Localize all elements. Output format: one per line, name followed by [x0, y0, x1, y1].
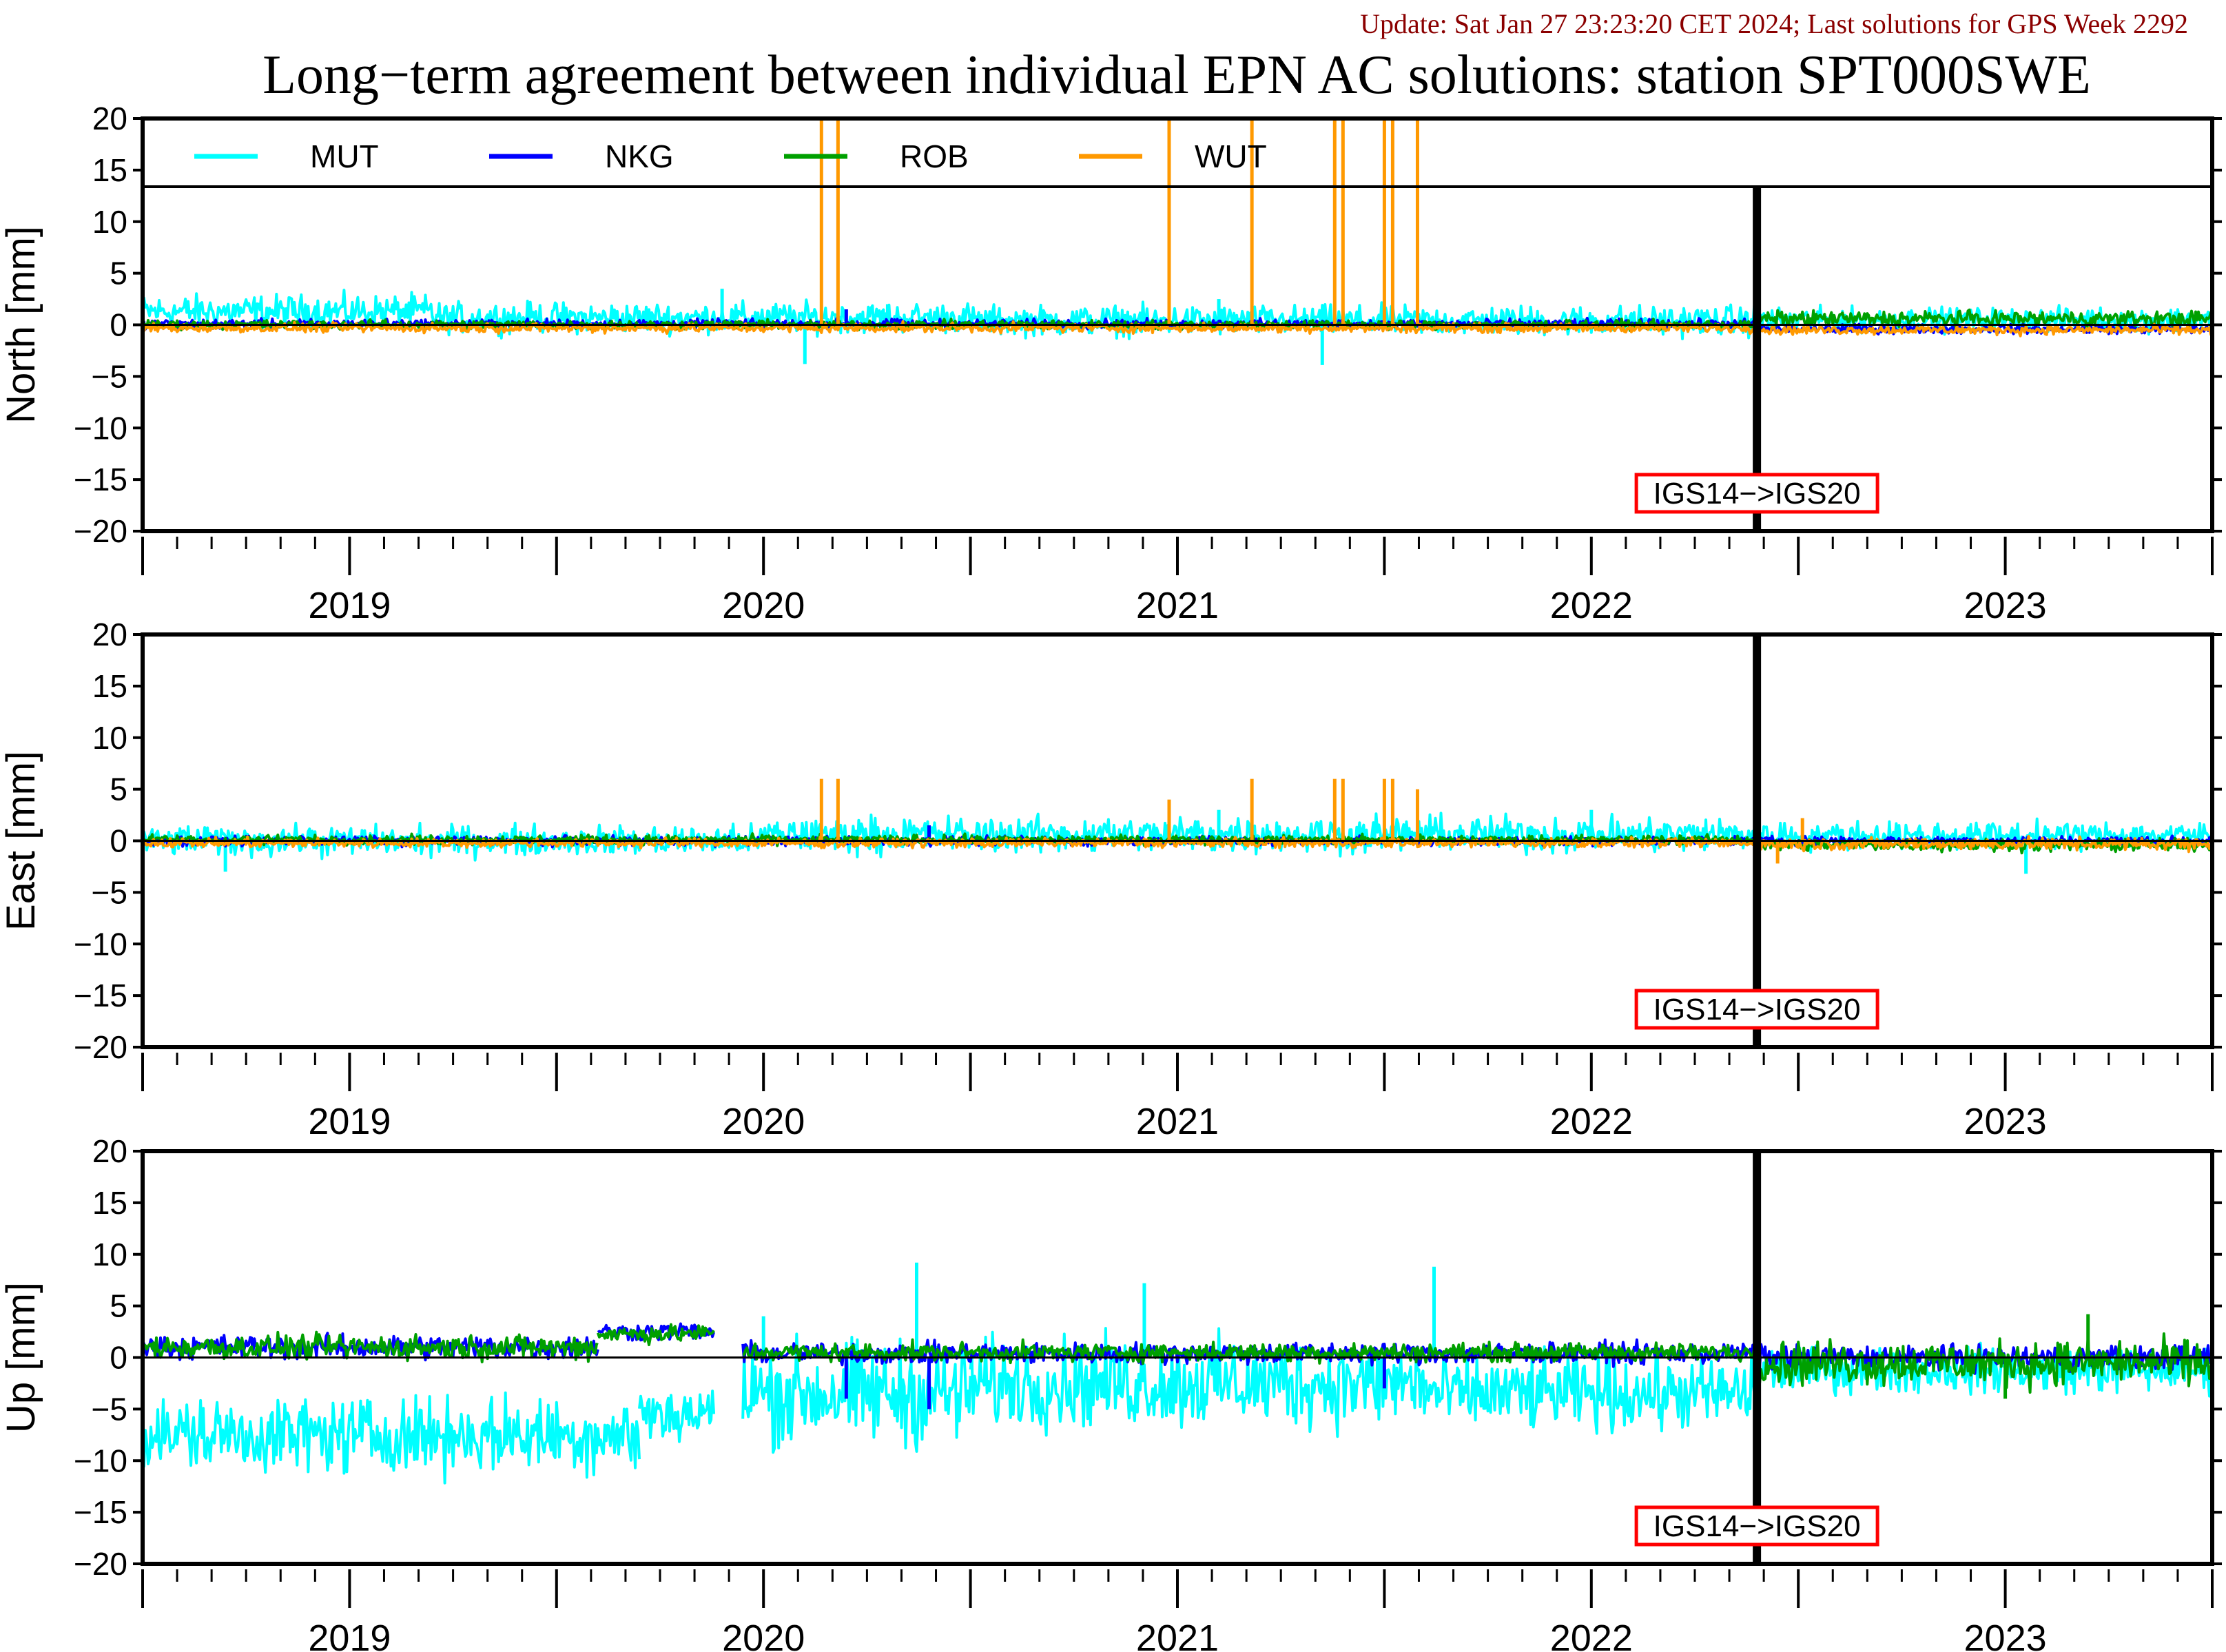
y-axis-label: North [mm]: [0, 226, 43, 424]
x-tick-label: 2022: [1550, 1101, 1633, 1142]
x-tick-label: 2020: [722, 1101, 805, 1142]
series-layer: [143, 778, 2212, 874]
legend-item-wut: WUT: [1079, 138, 1267, 174]
series-layer: [143, 1262, 2212, 1485]
x-tick-label: 2019: [308, 1101, 391, 1142]
y-tick-label: 20: [92, 617, 127, 652]
series-segment: [1755, 817, 2212, 854]
y-tick-label: −5: [92, 874, 127, 910]
series-rob: [143, 1314, 2212, 1399]
y-tick-label: 0: [110, 1340, 127, 1376]
annotation-box: IGS14−>IGS20: [1634, 1505, 1879, 1547]
y-tick-label: 10: [92, 1237, 127, 1272]
axes-layer: 20 15 10 5 0 −5 −10 −15 −20 2019 2020 2021 2022 2023: [74, 1133, 2222, 1652]
y-tick-label: −5: [92, 1391, 127, 1427]
series-wut: [143, 778, 2212, 864]
series-segment: [741, 1332, 972, 1454]
x-tick-label: 2020: [722, 1618, 805, 1652]
annotation-box: IGS14−>IGS20: [1634, 473, 1879, 514]
y-tick-label: −15: [74, 978, 127, 1013]
axes-layer: 20 15 10 5 0 −5 −10 −15 −20 2019 2020 2021 2022 2023: [74, 617, 2222, 1142]
chart-title: Long−term agreement between individual E…: [262, 45, 2091, 105]
y-tick-label: 20: [92, 101, 127, 136]
x-tick-label: 2021: [1136, 1618, 1219, 1652]
x-tick-label: 2019: [308, 585, 391, 626]
legend-item-rob: ROB: [784, 138, 969, 174]
y-tick-label: −15: [74, 1494, 127, 1530]
series-segment: [1424, 1345, 1759, 1435]
y-tick-label: −5: [92, 358, 127, 394]
series-segment: [1755, 322, 2212, 338]
x-tick-label: 2021: [1136, 585, 1219, 626]
y-tick-label: 15: [92, 668, 127, 704]
y-tick-label: −10: [74, 1443, 127, 1478]
legend-item-nkg: NKG: [489, 138, 674, 174]
series-segment: [143, 320, 1758, 335]
y-tick-label: 5: [110, 256, 127, 291]
annotation-label: IGS14−>IGS20: [1653, 993, 1861, 1026]
legend-label: WUT: [1195, 138, 1267, 174]
series-segment: [638, 1390, 716, 1443]
x-tick-label: 2021: [1136, 1101, 1219, 1142]
series-segment: [143, 1330, 599, 1363]
x-tick-label: 2020: [722, 585, 805, 626]
legend: MUT NKG ROB WUT: [143, 138, 2212, 188]
series-layer: [143, 118, 2212, 365]
x-tick-label: 2023: [1964, 1618, 2047, 1652]
y-tick-label: −20: [74, 1546, 127, 1582]
series-wut: [143, 118, 2212, 338]
axes-layer: 20 15 10 5 0 −5 −10 −15 −20 2019 2020 2021 2022 2023: [74, 101, 2222, 626]
x-tick-label: 2022: [1550, 1618, 1633, 1652]
y-axis-label: East [mm]: [0, 751, 43, 931]
y-tick-label: 0: [110, 823, 127, 859]
y-tick-label: 15: [92, 1185, 127, 1221]
y-tick-label: 5: [110, 772, 127, 807]
y-tick-label: 15: [92, 152, 127, 188]
legend-label: ROB: [900, 138, 969, 174]
series-segment: [1755, 1332, 2212, 1394]
series-segment: [596, 1323, 715, 1347]
y-axis-label: Up [mm]: [0, 1282, 43, 1433]
legend-item-mut: MUT: [194, 138, 379, 174]
series-segment: [969, 1327, 1428, 1438]
y-tick-label: 20: [92, 1133, 127, 1169]
x-tick-label: 2019: [308, 1618, 391, 1652]
y-tick-label: 0: [110, 307, 127, 343]
series-segment: [742, 1338, 1759, 1365]
y-tick-label: −20: [74, 1029, 127, 1065]
y-tick-label: 10: [92, 204, 127, 240]
y-tick-label: −10: [74, 410, 127, 446]
annotation-label: IGS14−>IGS20: [1653, 1509, 1861, 1543]
y-tick-label: −20: [74, 513, 127, 549]
y-tick-label: 5: [110, 1288, 127, 1324]
series-segment: [431, 298, 972, 340]
legend-label: NKG: [605, 138, 674, 174]
update-timestamp: Update: Sat Jan 27 23:23:20 CET 2024; La…: [1360, 8, 2188, 39]
legend-label: MUT: [310, 138, 379, 174]
x-tick-label: 2022: [1550, 585, 1633, 626]
annotation-label: IGS14−>IGS20: [1653, 477, 1861, 510]
y-tick-label: 10: [92, 720, 127, 756]
x-tick-label: 2023: [1964, 585, 2047, 626]
y-tick-label: −15: [74, 462, 127, 497]
series-segment: [143, 1391, 641, 1485]
x-tick-label: 2023: [1964, 1101, 2047, 1142]
annotation-box: IGS14−>IGS20: [1634, 989, 1879, 1030]
y-tick-label: −10: [74, 926, 127, 962]
series-segment: [1755, 834, 2212, 854]
